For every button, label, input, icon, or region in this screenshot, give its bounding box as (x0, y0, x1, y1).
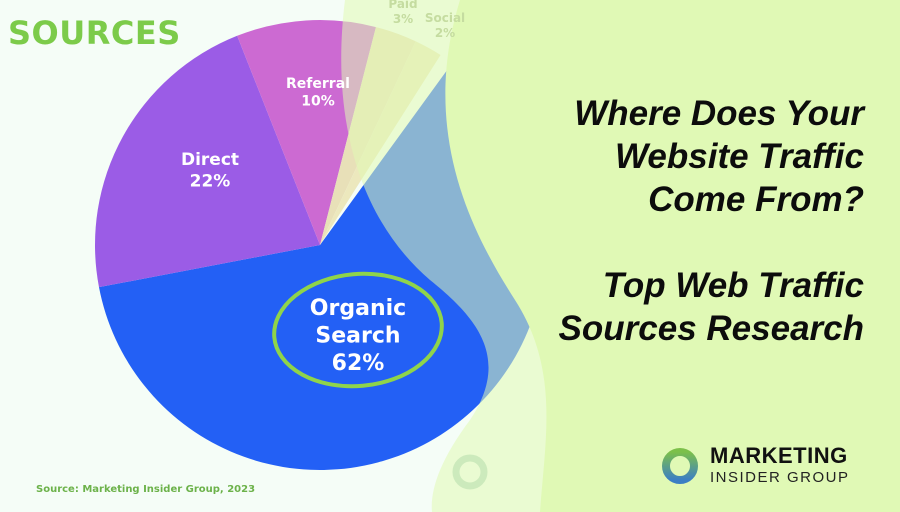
pie-slice-direct (94, 35, 320, 288)
logo-line-2: INSIDER GROUP (710, 469, 850, 486)
title-line: Come From? (648, 180, 864, 219)
slice-name-label: Paid (388, 0, 417, 11)
slice-name-label: Search (315, 324, 400, 349)
slice-name-label: Referral (286, 76, 350, 92)
subtitle-line: Sources Research (558, 309, 864, 348)
slice-value-label: 2% (435, 26, 455, 40)
slice-value-label: 22% (190, 171, 231, 191)
pie-slice-referral (237, 20, 376, 246)
slice-name-label: Organic (310, 296, 406, 321)
slice-value-label: 3% (393, 12, 413, 26)
title-block: Where Does Your Website Traffic Come Fro… (559, 92, 864, 350)
faded-logo (452, 454, 488, 490)
heading: SOURCES (8, 14, 181, 52)
slice-name-label: Social (425, 11, 465, 25)
title-line: Website Traffic (615, 137, 864, 176)
overlay-solid (445, 0, 900, 512)
subtitle-line: Top Web Traffic (602, 266, 864, 305)
highlight-circle (272, 271, 444, 389)
title-line: Where Does Your (574, 94, 864, 133)
slice-value-label: 62% (332, 351, 385, 376)
slice-value-label: 10% (301, 94, 335, 110)
logo-line-1: MARKETING (710, 443, 848, 468)
logo: MARKETING INSIDER GROUP (660, 444, 850, 488)
logo-ring-icon (662, 448, 698, 484)
slice-name-label: Direct (181, 150, 239, 170)
source-note: Source: Marketing Insider Group, 2023 (36, 484, 256, 495)
